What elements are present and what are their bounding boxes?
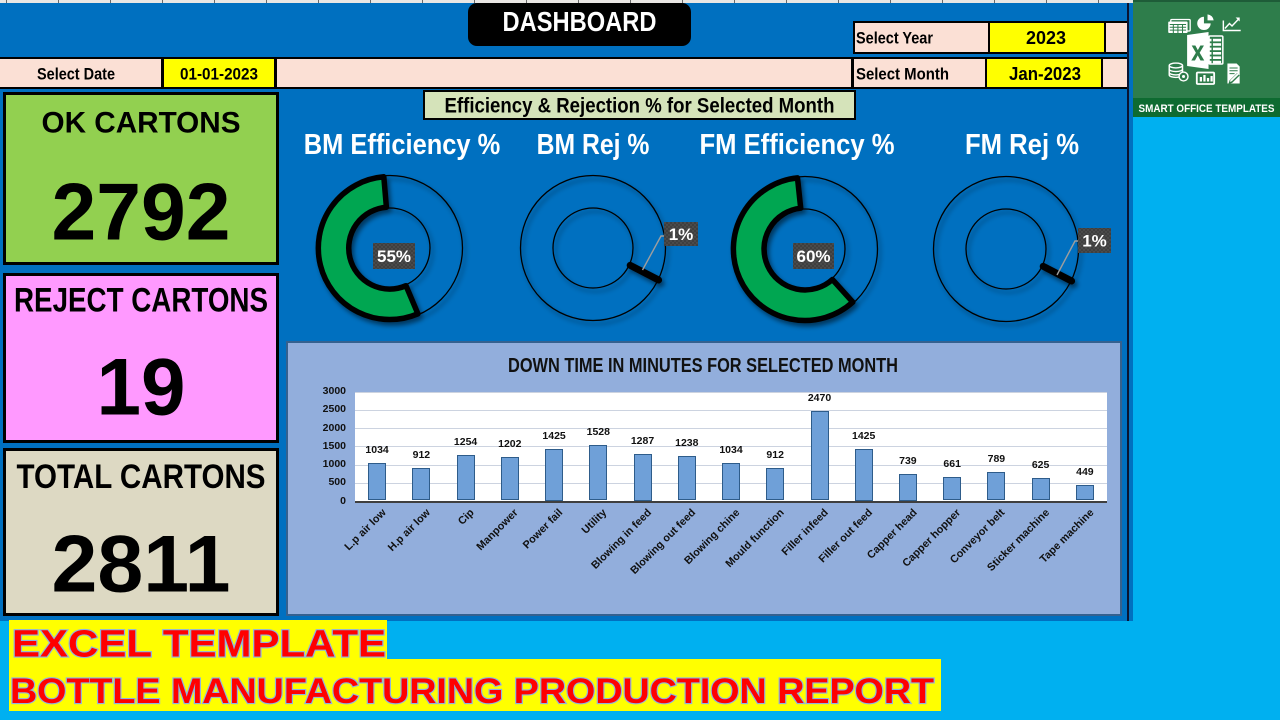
svg-text:19: 19: [97, 342, 186, 425]
svg-text:2023: 2023: [1026, 27, 1066, 48]
svg-text:TOTAL CARTONS: TOTAL CARTONS: [17, 461, 266, 496]
svg-text:REJECT CARTONS: REJECT CARTONS: [14, 285, 268, 320]
svg-text:01-01-2023: 01-01-2023: [180, 65, 258, 84]
svg-text:Select Month: Select Month: [856, 65, 949, 84]
svg-text:Jan-2023: Jan-2023: [1009, 63, 1081, 84]
svg-text:DASHBOARD: DASHBOARD: [503, 6, 657, 37]
svg-text:FM Efficiency %: FM Efficiency %: [700, 129, 895, 161]
svg-text:BM Rej %: BM Rej %: [537, 129, 650, 161]
svg-text:1%: 1%: [1082, 232, 1107, 251]
svg-text:60%: 60%: [796, 247, 830, 266]
svg-text:EXCEL TEMPLATE: EXCEL TEMPLATE: [12, 624, 386, 666]
svg-text:FM Rej %: FM Rej %: [965, 129, 1079, 161]
svg-text:BM Efficiency %: BM Efficiency %: [304, 129, 501, 161]
svg-text:Select Date: Select Date: [37, 65, 115, 84]
svg-text:BOTTLE MANUFACTURING PRODUCTIO: BOTTLE MANUFACTURING PRODUCTION REPORT: [10, 672, 934, 711]
svg-text:2792: 2792: [52, 167, 231, 250]
svg-text:Efficiency & Rejection % for S: Efficiency & Rejection % for Selected Mo…: [445, 94, 835, 118]
svg-text:Select Year: Select Year: [856, 28, 933, 47]
svg-text:1%: 1%: [669, 225, 694, 244]
svg-text:DOWN TIME IN MINUTES FOR SELEC: DOWN TIME IN MINUTES FOR SELECTED MONTH: [508, 356, 898, 377]
svg-text:OK CARTONS: OK CARTONS: [42, 106, 241, 139]
svg-text:SMART OFFICE TEMPLATES: SMART OFFICE TEMPLATES: [1139, 103, 1275, 115]
svg-text:55%: 55%: [377, 247, 411, 266]
svg-text:2811: 2811: [52, 519, 231, 602]
